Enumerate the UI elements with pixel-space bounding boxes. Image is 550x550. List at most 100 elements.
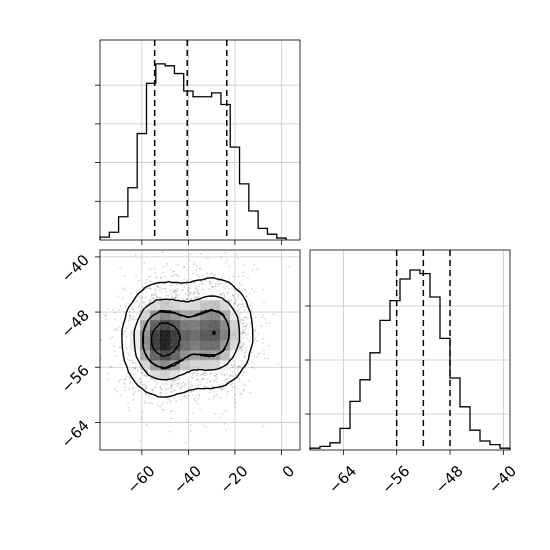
density-cell xyxy=(220,320,231,331)
scatter-point xyxy=(212,286,214,288)
density-cell xyxy=(140,330,151,341)
scatter-point xyxy=(128,409,131,412)
scatter-point xyxy=(226,291,229,294)
scatter-point xyxy=(221,388,224,391)
scatter-point xyxy=(242,336,244,339)
scatter-point xyxy=(162,265,165,268)
scatter-point xyxy=(169,385,172,387)
scatter-point xyxy=(173,288,176,291)
scatter-point xyxy=(245,295,248,297)
joint-scatter-panel: −60 −40 −20 0 −40−48−56−64 xyxy=(58,249,301,497)
scatter-point xyxy=(230,299,233,301)
scatter-point xyxy=(248,380,250,382)
density-cell xyxy=(220,340,231,351)
scatter-point xyxy=(256,356,258,359)
scatter-point xyxy=(254,316,257,319)
scatter-point xyxy=(245,349,247,352)
scatter-point xyxy=(223,296,225,299)
scatter-point xyxy=(224,409,227,412)
scatter-point xyxy=(267,357,269,360)
scatter-point xyxy=(241,333,244,336)
scatter-point xyxy=(146,402,149,405)
scatter-point xyxy=(187,279,189,281)
y-marginal-tick-marks xyxy=(305,305,504,455)
scatter-point xyxy=(244,355,246,358)
scatter-point xyxy=(195,374,198,377)
scatter-point xyxy=(197,372,200,375)
scatter-point xyxy=(197,384,200,387)
scatter-point xyxy=(192,281,195,284)
scatter-point xyxy=(214,374,217,377)
scatter-point xyxy=(148,275,150,278)
scatter-point xyxy=(201,373,204,375)
scatter-point xyxy=(193,397,196,400)
scatter-point xyxy=(238,378,241,381)
scatter-point xyxy=(209,380,211,383)
scatter-point xyxy=(242,329,245,332)
scatter-point xyxy=(199,374,202,376)
scatter-point xyxy=(163,283,166,285)
scatter-point xyxy=(112,308,114,311)
scatter-point xyxy=(241,318,244,321)
scatter-point xyxy=(202,372,205,374)
scatter-point xyxy=(130,292,133,295)
scatter-point xyxy=(243,342,245,345)
scatter-point xyxy=(149,280,152,282)
scatter-point xyxy=(132,387,135,390)
scatter-point xyxy=(212,388,215,391)
scatter-point xyxy=(178,275,180,278)
scatter-point xyxy=(183,381,185,384)
scatter-point xyxy=(184,382,187,385)
scatter-point xyxy=(251,361,254,363)
scatter-point xyxy=(218,282,221,285)
scatter-point xyxy=(226,259,228,262)
scatter-point xyxy=(145,387,147,390)
scatter-point xyxy=(176,287,179,290)
scatter-point xyxy=(138,390,140,392)
scatter-point xyxy=(189,386,192,389)
scatter-point xyxy=(201,283,203,286)
scatter-point xyxy=(243,332,246,335)
scatter-point xyxy=(183,266,186,268)
density-contour-1 xyxy=(133,295,241,381)
scatter-point xyxy=(247,276,250,279)
scatter-point xyxy=(262,288,265,291)
scatter-point xyxy=(236,298,239,300)
scatter-point xyxy=(145,393,148,396)
scatter-point xyxy=(236,305,239,308)
scatter-point xyxy=(168,430,171,433)
scatter-point xyxy=(194,296,197,298)
scatter-point xyxy=(206,275,209,278)
scatter-point xyxy=(189,287,191,290)
scatter-point xyxy=(132,387,134,389)
scatter-point xyxy=(216,378,219,380)
scatter-point xyxy=(123,331,126,333)
density-cell xyxy=(180,320,191,331)
scatter-point xyxy=(193,371,196,374)
scatter-point xyxy=(122,333,125,335)
scatter-point xyxy=(220,256,223,258)
scatter-point xyxy=(131,361,134,364)
density-cell xyxy=(170,370,181,381)
scatter-point xyxy=(268,344,270,347)
scatter-point xyxy=(123,382,125,384)
scatter-point xyxy=(124,389,126,391)
scatter-point xyxy=(161,287,164,290)
scatter-point xyxy=(211,286,214,288)
scatter-point xyxy=(242,383,245,386)
scatter-point xyxy=(183,286,186,289)
scatter-point xyxy=(236,388,239,390)
scatter-point xyxy=(156,296,159,299)
scatter-point xyxy=(196,296,199,299)
scatter-point xyxy=(248,304,251,307)
scatter-point xyxy=(150,287,153,290)
scatter-point xyxy=(114,355,117,358)
scatter-point xyxy=(191,372,194,375)
scatter-point xyxy=(196,296,198,299)
scatter-point xyxy=(244,288,247,291)
scatter-point xyxy=(217,283,219,286)
scatter-point xyxy=(174,289,177,292)
scatter-point xyxy=(175,273,177,276)
scatter-point xyxy=(127,402,129,405)
